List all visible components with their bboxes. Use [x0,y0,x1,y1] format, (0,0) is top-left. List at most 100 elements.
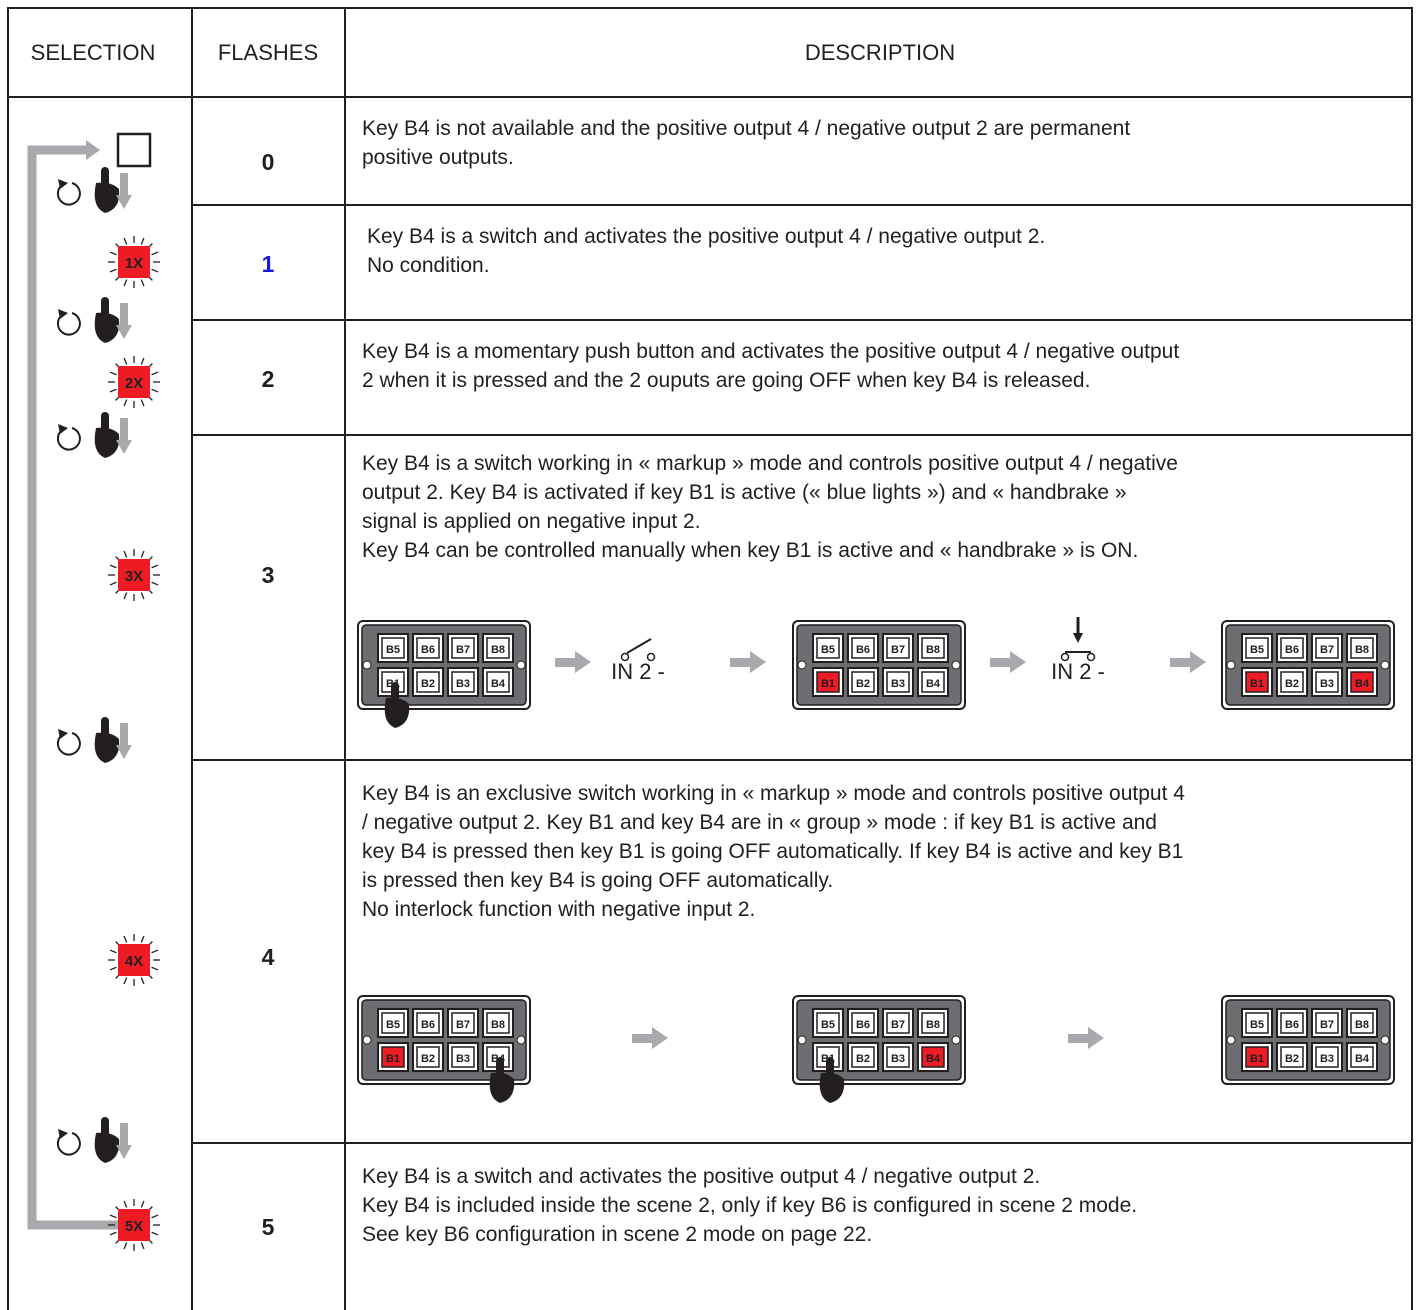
press-icon [56,297,132,343]
description-line: Key B4 is a switch and activates the pos… [367,225,1045,248]
key-label: B7 [891,1019,905,1031]
cycle-arrow [56,732,81,756]
switch-label: IN 2 - [611,659,665,684]
arrow-shaft [632,1034,654,1043]
key-label: B8 [491,644,505,656]
key-face [451,1012,475,1034]
key-face [851,1046,875,1068]
flash-ray [140,1200,145,1208]
flash-ray [151,581,159,586]
flash-ray [123,1242,128,1250]
screw [1226,1035,1236,1045]
flash-ray [109,581,117,586]
down-arrow-shaft [120,173,128,195]
key-label: B6 [856,1019,870,1031]
screw [797,660,807,670]
selection-loop [27,132,152,1230]
key-face [851,1012,875,1034]
description-line: key B4 is pressed then key B1 is going O… [362,840,1183,863]
palm [384,697,410,728]
flash-label: 5X [125,1218,143,1235]
down-arrow-shaft [120,723,128,745]
hand-icon [94,412,120,458]
press-icon [56,412,132,458]
hand-icon [94,167,120,213]
key-label: B2 [856,678,870,690]
flashes-value: 2 [262,366,275,392]
arrow-shaft [1170,658,1192,667]
hand-icon [489,1057,515,1103]
flash-ray [109,268,117,273]
description-line: Key B4 is not available and the positive… [362,117,1130,140]
flash-icon: 2X [108,356,160,408]
flash-ray [140,550,145,558]
key-label: B4 [926,678,941,690]
flash-ray [151,1214,159,1219]
description-line: positive outputs. [362,146,514,169]
key-face [416,1012,440,1034]
key-face [1280,1046,1304,1068]
flash-icon: 3X [108,549,160,601]
key-face [381,1046,405,1068]
flashes-value: 5 [262,1214,275,1240]
key-face [486,1012,510,1034]
hand-icon [94,1117,120,1163]
palm [94,732,120,763]
down-arrow-shaft [120,1123,128,1145]
flash-square [118,559,150,591]
description-line: output 2. Key B4 is activated if key B1 … [362,481,1127,504]
flow-arrow [1170,651,1206,673]
cycle-head [58,309,68,319]
flash-ray [123,237,128,245]
key-face [1315,671,1339,693]
key-face [816,1012,840,1034]
flash-icon: 4X [108,934,160,986]
hand-icon [94,297,120,343]
flash-ray [140,935,145,943]
key-label: B5 [386,1019,400,1031]
key-label: B7 [1320,1019,1334,1031]
description-line: signal is applied on negative input 2. [362,510,701,533]
flash-ray [109,949,117,954]
key-label: B5 [386,644,400,656]
key-face [1315,637,1339,659]
palm [94,182,120,213]
arrow-head [1088,1027,1104,1049]
flow-arrow [555,651,591,673]
flash-ray [109,1214,117,1219]
arrow-head [1190,651,1206,673]
key-label: B8 [491,1019,505,1031]
description-line: is pressed then key B4 is going OFF auto… [362,869,833,892]
key-face [921,1012,945,1034]
key-face [1350,1012,1374,1034]
cycle-head [58,1129,68,1139]
key-face [1245,637,1269,659]
key-label: B4 [491,678,506,690]
cycle-arrow [56,312,81,336]
switch-label: IN 2 - [1051,659,1105,684]
key-face [921,671,945,693]
flow-arrow [730,651,766,673]
flash-ray [109,564,117,569]
down-arrow-shaft [120,303,128,325]
key-face [886,1046,910,1068]
key-face [451,637,475,659]
arrow-head [575,651,591,673]
down-arrow-head [116,1145,132,1159]
key-face [416,1046,440,1068]
flash-ray [109,1231,117,1236]
key-face [816,637,840,659]
key-label: B3 [891,678,905,690]
key-label: B1 [1250,1053,1264,1065]
description-line: Key B4 is a switch working in « markup »… [362,452,1178,475]
flash-ray [123,550,128,558]
table-grid [7,7,1413,1310]
flash-ray [123,399,128,407]
key-label: B4 [1355,1053,1370,1065]
key-label: B8 [926,644,940,656]
flash-ray [109,388,117,393]
key-label: B6 [421,1019,435,1031]
key-label: B6 [856,644,870,656]
description-line: Key B4 is a momentary push button and ac… [362,340,1179,363]
key-label: B1 [1250,678,1264,690]
